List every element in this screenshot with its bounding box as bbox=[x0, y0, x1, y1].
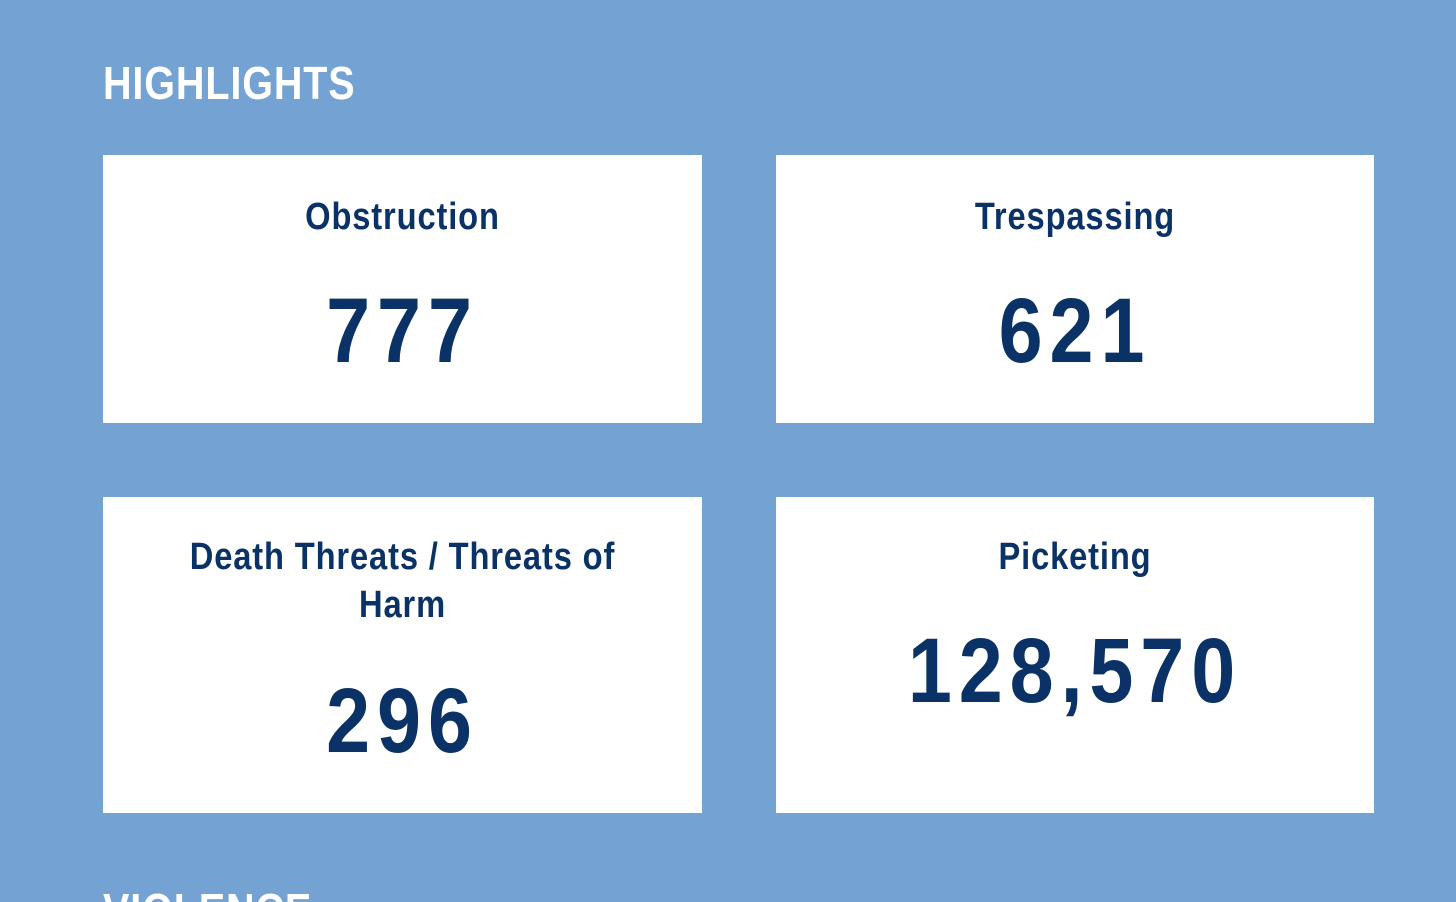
stat-card-label: Death Threats / Threats of Harm bbox=[189, 536, 616, 626]
stat-card-value: 777 bbox=[326, 280, 479, 382]
next-section-title: VIOLENCE bbox=[103, 882, 312, 902]
section-title: HIGHLIGHTS bbox=[103, 57, 356, 109]
stat-card-death-threats: Death Threats / Threats of Harm 296 bbox=[103, 497, 702, 813]
stat-card-value: 296 bbox=[326, 670, 479, 772]
stat-card-label: Trespassing bbox=[974, 196, 1176, 238]
stat-card-value: 621 bbox=[998, 280, 1152, 382]
stat-card-label: Picketing bbox=[998, 536, 1152, 578]
stat-card-picketing: Picketing 128,570 bbox=[776, 497, 1374, 813]
stat-card-value: 128,570 bbox=[907, 620, 1243, 722]
stat-card-trespassing: Trespassing 621 bbox=[776, 155, 1374, 423]
stat-card-label: Obstruction bbox=[305, 196, 500, 238]
stat-card-obstruction: Obstruction 777 bbox=[103, 155, 702, 423]
